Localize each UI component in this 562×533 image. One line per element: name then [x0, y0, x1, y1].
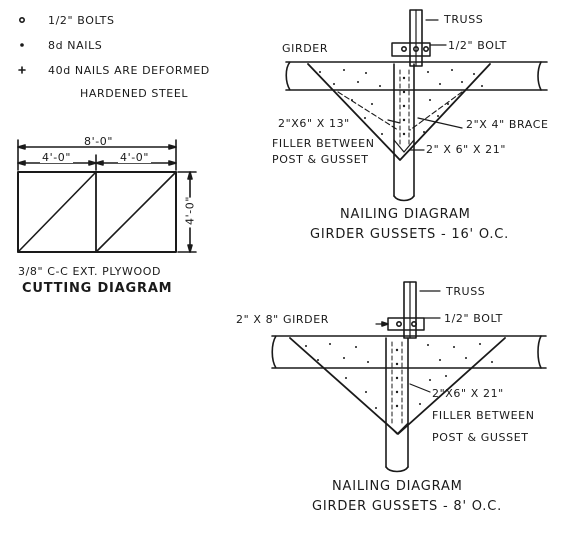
bottom-bolt-label: 1/2" BOLT: [444, 312, 504, 325]
cutting-right-width: 4'-0": [118, 151, 152, 164]
cut-line-left: [17, 171, 97, 253]
bottom-truss-label: TRUSS: [446, 285, 486, 298]
top-truss-label: TRUSS: [444, 13, 484, 26]
legend-40d-nails-label-2: HARDENED STEEL: [80, 87, 189, 100]
top-post-size-label: 2" X 6" X 21": [426, 143, 507, 156]
top-gusset: [307, 63, 491, 161]
cutting-overall-width: 8'-0": [84, 135, 114, 148]
legend-40d-nails-label: 40d NAILS ARE DEFORMED: [48, 64, 210, 77]
bottom-diagram-title: NAILING DIAGRAM: [332, 479, 463, 494]
cutting-left-width: 4'-0": [40, 151, 74, 164]
cutting-caption-title: CUTTING DIAGRAM: [22, 281, 173, 296]
bottom-filler-size-label: 2"X6" X 21": [432, 387, 504, 400]
bottom-filler-label-2: POST & GUSSET: [432, 431, 529, 444]
cutting-caption-material: 3/8" C-C EXT. PLYWOOD: [18, 265, 162, 278]
bottom-girder-label: 2" X 8" GIRDER: [236, 313, 330, 326]
nail-dots: [305, 69, 493, 409]
top-diagram-title: NAILING DIAGRAM: [340, 207, 471, 222]
top-filler-label-1: FILLER BETWEEN: [272, 137, 375, 150]
legend-bolts-label: 1/2" BOLTS: [48, 14, 115, 27]
legend-8d-nails-label: 8d NAILS: [48, 39, 103, 52]
cutting-height: 4'-0": [183, 195, 197, 226]
nail-40d-symbol-icon: [18, 66, 26, 74]
cutting-diagram: [17, 139, 197, 253]
bottom-diagram-subtitle: GIRDER GUSSETS - 8' O.C.: [312, 499, 503, 514]
top-filler-label-2: POST & GUSSET: [272, 153, 369, 166]
cut-line-right: [95, 171, 177, 253]
legend-symbols: [18, 16, 26, 74]
nail-8d-symbol-icon: [20, 43, 24, 47]
bottom-girder: [271, 335, 547, 369]
top-bolt-label: 1/2" BOLT: [448, 39, 508, 52]
top-nailing-diagram: [285, 9, 548, 202]
top-brace: [337, 91, 399, 131]
bottom-filler-label-1: FILLER BETWEEN: [432, 409, 535, 422]
bottom-gusset: [289, 337, 506, 435]
top-brace-label: 2"X 4" BRACE: [466, 118, 549, 131]
top-filler-size-label: 2"X6" X 13": [278, 117, 350, 130]
plywood-sheet: [17, 171, 177, 253]
bottom-nailing-diagram: [271, 281, 547, 473]
bolt-symbol-icon: [18, 16, 25, 23]
top-diagram-subtitle: GIRDER GUSSETS - 16' O.C.: [310, 227, 510, 242]
top-girder-label: GIRDER: [282, 42, 329, 55]
